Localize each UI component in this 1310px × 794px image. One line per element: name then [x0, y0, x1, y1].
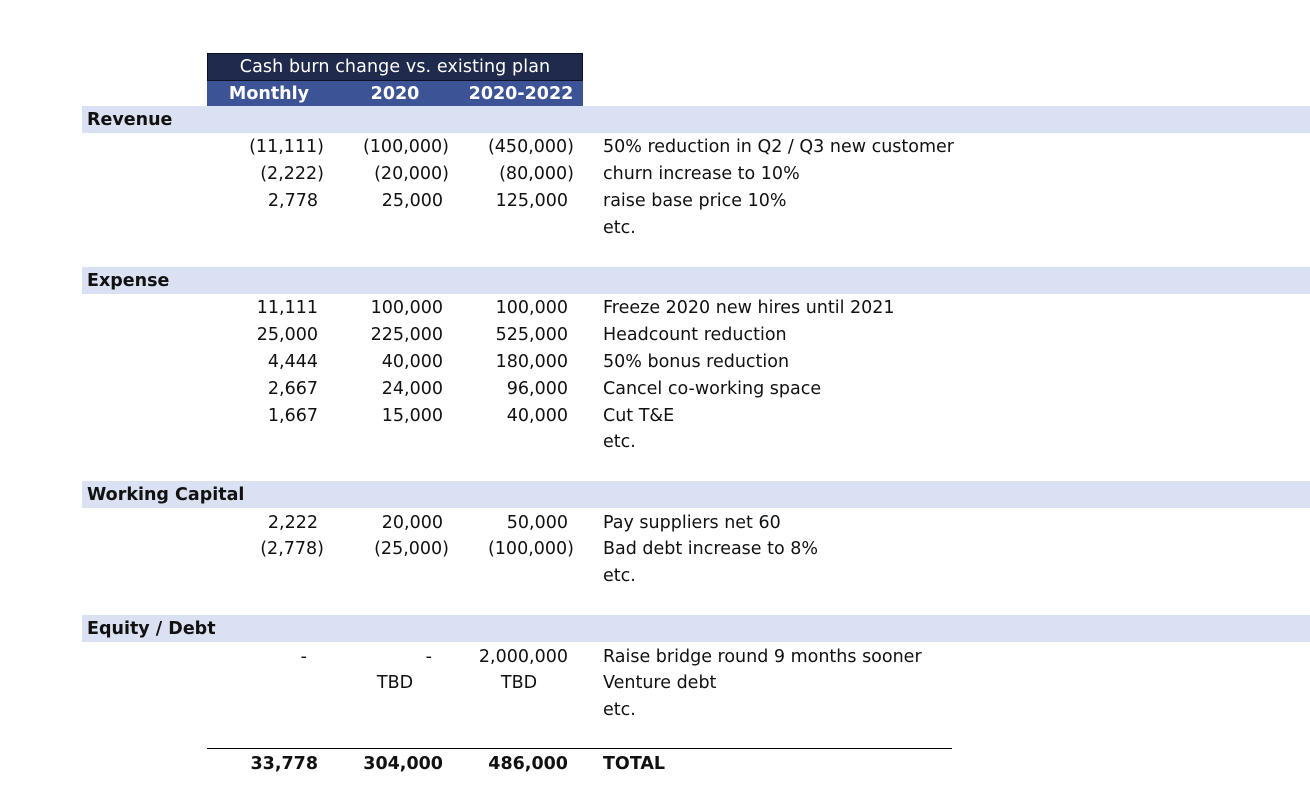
row-description: raise base price 10% — [603, 191, 787, 211]
row-description: 50% reduction in Q2 / Q3 new customer — [603, 137, 954, 157]
table-row: 25,000 225,000 525,000 Headcount reducti… — [0, 322, 1310, 349]
table-row: (2,778) (25,000) (100,000) Bad debt incr… — [0, 536, 1310, 563]
cell-2020: 25,000 — [381, 191, 443, 211]
row-description: etc. — [603, 700, 636, 720]
total-monthly: 33,778 — [250, 754, 318, 774]
cell-2020: (25,000) — [374, 539, 449, 559]
cell-2020: 100,000 — [370, 298, 443, 318]
row-description: etc. — [603, 218, 636, 238]
cell-2020-2022: 525,000 — [495, 325, 568, 345]
total-row: 33,778 304,000 486,000 TOTAL — [0, 751, 1310, 778]
table-row: etc. — [0, 697, 1310, 724]
total-label: TOTAL — [603, 754, 666, 774]
cell-2020-2022: 50,000 — [506, 513, 568, 533]
cell-monthly: 2,667 — [267, 379, 318, 399]
cell-monthly: 4,444 — [267, 352, 318, 372]
cell-2020-2022: 180,000 — [495, 352, 568, 372]
row-description: etc. — [603, 432, 636, 452]
section-band-working-capital: Working Capital — [82, 481, 1310, 508]
total-2020-2022: 486,000 — [488, 754, 568, 774]
row-description: Venture debt — [603, 673, 717, 693]
cell-2020-2022: TBD — [500, 673, 538, 693]
section-label: Equity / Debt — [87, 619, 216, 639]
cell-monthly: 11,111 — [256, 298, 318, 318]
cell-2020-2022: 2,000,000 — [478, 647, 568, 667]
row-description: Cut T&E — [603, 406, 675, 426]
section-label: Expense — [87, 271, 170, 291]
table-row: 2,667 24,000 96,000 Cancel co-working sp… — [0, 376, 1310, 403]
table-row: 4,444 40,000 180,000 50% bonus reduction — [0, 349, 1310, 376]
cell-2020-2022: 100,000 — [495, 298, 568, 318]
cell-2020: (20,000) — [374, 164, 449, 184]
row-description: Headcount reduction — [603, 325, 787, 345]
total-divider — [207, 748, 952, 749]
table-row: - - 2,000,000 Raise bridge round 9 month… — [0, 644, 1310, 671]
cell-2020: 225,000 — [370, 325, 443, 345]
row-description: etc. — [603, 566, 636, 586]
cell-2020: - — [425, 647, 432, 667]
col-header-monthly: Monthly — [228, 84, 310, 104]
cell-2020-2022: 125,000 — [495, 191, 568, 211]
cell-2020-2022: 40,000 — [506, 406, 568, 426]
row-description: Bad debt increase to 8% — [603, 539, 819, 559]
cell-monthly: 2,778 — [267, 191, 318, 211]
total-2020: 304,000 — [363, 754, 443, 774]
table-row: 2,222 20,000 50,000 Pay suppliers net 60 — [0, 510, 1310, 537]
cell-2020: (100,000) — [362, 137, 449, 157]
cell-2020-2022: (80,000) — [499, 164, 574, 184]
section-label: Revenue — [87, 110, 173, 130]
cell-2020: 20,000 — [381, 513, 443, 533]
cell-monthly: 25,000 — [256, 325, 318, 345]
cell-2020: 40,000 — [381, 352, 443, 372]
cell-2020: 24,000 — [381, 379, 443, 399]
table-row: TBD TBD Venture debt — [0, 670, 1310, 697]
table-row: 1,667 15,000 40,000 Cut T&E — [0, 403, 1310, 430]
header-title: Cash burn change vs. existing plan — [207, 53, 583, 81]
cell-monthly: 2,222 — [267, 513, 318, 533]
section-band-revenue: Revenue — [82, 106, 1310, 133]
cell-2020: 15,000 — [381, 406, 443, 426]
table-row: 11,111 100,000 100,000 Freeze 2020 new h… — [0, 295, 1310, 322]
section-band-equity-debt: Equity / Debt — [82, 615, 1310, 642]
row-description: churn increase to 10% — [603, 164, 800, 184]
section-label: Working Capital — [87, 485, 245, 505]
table-row: (11,111) (100,000) (450,000) 50% reducti… — [0, 134, 1310, 161]
cell-2020-2022: 96,000 — [506, 379, 568, 399]
row-description: Cancel co-working space — [603, 379, 822, 399]
table-row: etc. — [0, 563, 1310, 590]
cell-2020-2022: (100,000) — [487, 539, 574, 559]
row-description: Raise bridge round 9 months sooner — [603, 647, 922, 667]
cell-monthly: - — [300, 647, 307, 667]
cell-2020-2022: (450,000) — [487, 137, 574, 157]
cell-2020: TBD — [376, 673, 414, 693]
cell-monthly: (11,111) — [249, 137, 324, 157]
cell-monthly: (2,222) — [260, 164, 324, 184]
section-band-expense: Expense — [82, 267, 1310, 294]
cell-monthly: 1,667 — [267, 406, 318, 426]
table-row: etc. — [0, 429, 1310, 456]
table-row: (2,222) (20,000) (80,000) churn increase… — [0, 161, 1310, 188]
table-row: 2,778 25,000 125,000 raise base price 10… — [0, 188, 1310, 215]
row-description: Freeze 2020 new hires until 2021 — [603, 298, 895, 318]
cell-monthly: (2,778) — [260, 539, 324, 559]
header-columns: Monthly 2020 2020-2022 — [207, 81, 583, 106]
col-header-2020-2022: 2020-2022 — [468, 84, 574, 104]
table-row: etc. — [0, 215, 1310, 242]
row-description: Pay suppliers net 60 — [603, 513, 781, 533]
col-header-2020: 2020 — [370, 84, 420, 104]
row-description: 50% bonus reduction — [603, 352, 790, 372]
